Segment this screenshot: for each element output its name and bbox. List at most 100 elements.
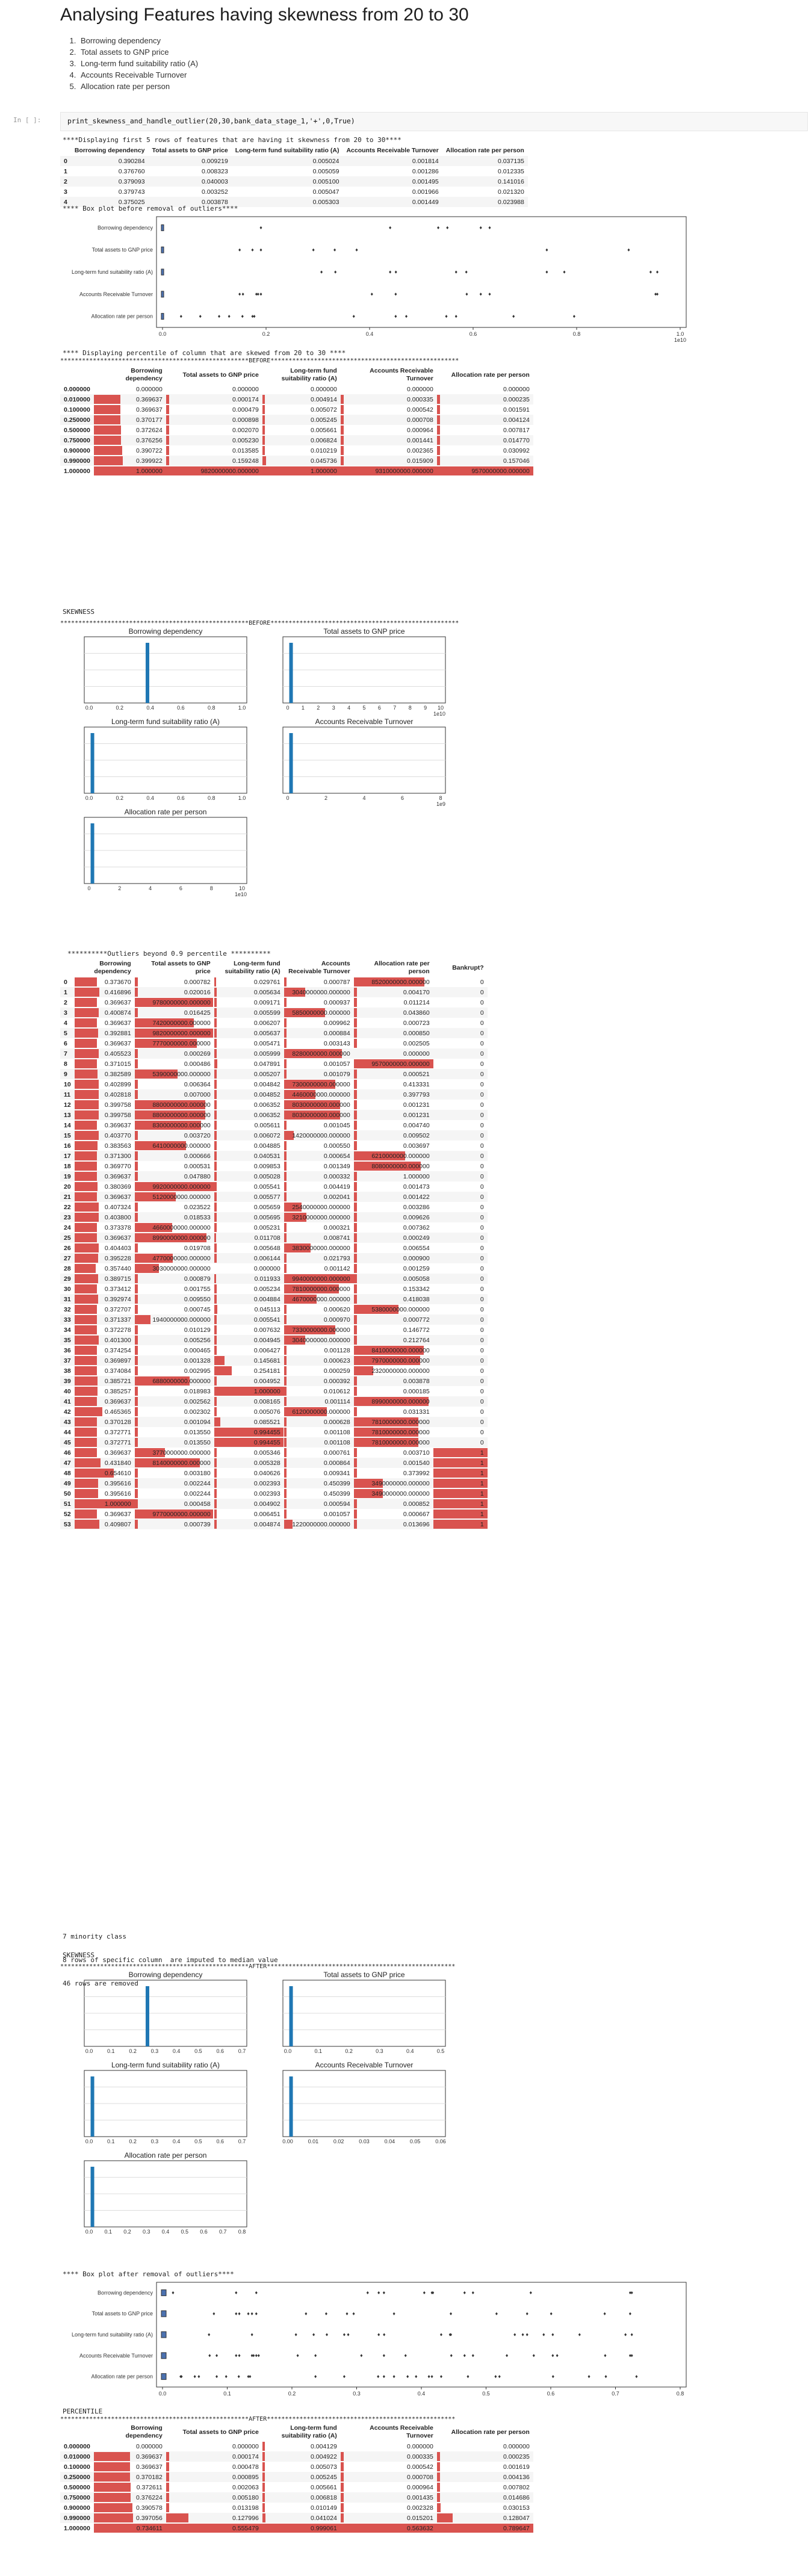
table-cell: 0.450399: [284, 1478, 354, 1488]
cell-bar: [74, 1100, 99, 1109]
row-index: 2: [60, 176, 71, 187]
cell-value: 0.001259: [403, 1265, 430, 1272]
cell-value: 0.372771: [104, 1438, 131, 1446]
cell-bar: [284, 1448, 287, 1457]
x-tick-label: 1.0: [677, 331, 684, 337]
x-tick-label: 0.0: [85, 705, 93, 711]
cell-bar: [93, 2483, 131, 2492]
separator-after-hist: ****************************************…: [60, 1963, 456, 1970]
table-cell: 0.001094: [134, 1417, 214, 1427]
cell-bar: [134, 1110, 205, 1119]
x-tick-label: 0.2: [129, 2138, 137, 2144]
table-cell: 0.003878: [353, 1376, 433, 1386]
cell-bar: [74, 988, 100, 997]
cell-value: 5120000000.000000: [152, 1193, 211, 1201]
cell-value: 0.004740: [403, 1121, 430, 1129]
cell-value: 0.369637: [104, 1449, 131, 1457]
y-tick-label: Borrowing dependency: [98, 2290, 153, 2296]
histogram-title: Total assets to GNP price: [323, 1971, 404, 1979]
table-cell: 1: [433, 1499, 488, 1509]
row-index: 36: [60, 1345, 75, 1355]
cell-value: 0.047891: [253, 1060, 280, 1068]
x-tick-label: 1: [302, 705, 305, 711]
table-cell: 0.001966: [342, 187, 442, 197]
cell-value: 0.990000: [64, 2514, 90, 2522]
cell-value: 0.013585: [232, 447, 259, 454]
cell-bar: [134, 1243, 138, 1252]
cell-bar: [353, 1469, 357, 1478]
table-row: 28 0.357440 3030000000.000000 0.000000 0.001…: [60, 1263, 488, 1274]
x-tick-label: 0.00: [282, 2138, 293, 2144]
cell-bar: [134, 1151, 138, 1160]
row-index: 9: [60, 1069, 75, 1079]
cell-bar: [353, 998, 357, 1007]
outlier-point: [325, 2333, 328, 2336]
code-text[interactable]: print_skewness_and_handle_outlier(20,30,…: [67, 117, 355, 125]
cell-bar: [353, 1213, 357, 1222]
cell-bar: [284, 1192, 287, 1201]
cell-bar: [74, 1520, 99, 1529]
cell-value: 0.000000: [64, 385, 90, 393]
col-header: Accounts Receivable Turnover: [370, 2424, 433, 2439]
table-cell: 0.008741: [284, 1233, 354, 1243]
cell-bar: [134, 1203, 138, 1212]
cell-value: 0.000479: [232, 406, 259, 413]
x-tick-label: 0.01: [308, 2138, 319, 2144]
cell-value: 0.397056: [136, 2514, 163, 2522]
table-cell: 0.005207: [214, 1069, 284, 1079]
cell-value: 37: [64, 1357, 71, 1364]
cell-bar: [436, 395, 440, 404]
cell-bar: [134, 1254, 173, 1263]
histogram-bar: [90, 2076, 95, 2137]
table-cell: 0.390578: [93, 2503, 166, 2513]
cell-value: 0.002070: [232, 426, 259, 434]
cell-value: 3490000000.000000: [371, 1479, 430, 1487]
table-row: 1.000000 1.000000 9820000000.000000 1.00000…: [60, 466, 533, 476]
table-cell: 0.369637: [93, 394, 166, 404]
table-cell: 1420000000.000000: [284, 1130, 354, 1141]
cell-value: 0.400874: [104, 1009, 131, 1017]
outlier-point: [578, 2333, 581, 2336]
cell-value: 0.023522: [184, 1203, 211, 1211]
table-cell: 0: [433, 1110, 488, 1120]
cell-bar: [340, 446, 344, 455]
table-cell: 0.001259: [353, 1263, 433, 1274]
table-cell: 0: [433, 1100, 488, 1110]
table-cell: 0: [433, 1141, 488, 1151]
outlier-point: [628, 2312, 631, 2315]
cell-bar: [353, 977, 425, 986]
cell-bar: [74, 1110, 99, 1119]
cell-value: 0.370177: [136, 416, 163, 424]
cell-bar: [214, 1284, 217, 1293]
table-cell: 0: [433, 977, 488, 987]
cell-value: 0.000321: [323, 1224, 350, 1231]
cell-value: 0.004914: [311, 395, 337, 403]
cell-value: 0.000761: [323, 1449, 350, 1457]
cell-bar: [134, 1509, 213, 1519]
y-tick-label: Allocation rate per person: [91, 314, 153, 320]
outlier-point: [521, 2333, 524, 2336]
cell-value: 0.371300: [104, 1152, 131, 1160]
cell-value: 0.001435: [407, 2494, 433, 2501]
cell-value: 0.250000: [64, 2473, 90, 2481]
code-cell[interactable]: [60, 112, 808, 131]
cell-value: 0.005611: [254, 1121, 280, 1129]
cell-value: 0.005346: [253, 1449, 280, 1457]
table-cell: 0.005661: [262, 425, 341, 435]
cell-value: 7970000000.000000: [371, 1357, 430, 1364]
row-index: 40: [60, 1386, 75, 1396]
table-cell: 0.390284: [70, 156, 149, 166]
cell-bar: [214, 1397, 217, 1406]
cell-value: 0.005303: [312, 198, 339, 206]
cell-value: 0.000259: [323, 1367, 350, 1375]
table-cell: 0.003143: [284, 1038, 354, 1048]
box: [161, 268, 164, 276]
cell-value: 9820000000.000000: [152, 1029, 211, 1037]
x-tick-label: 8: [439, 795, 442, 801]
cell-value: 0.012335: [498, 167, 524, 175]
outlier-point: [479, 293, 482, 296]
table-cell: 0.005471: [214, 1038, 284, 1048]
table-cell: 0.383563: [74, 1141, 135, 1151]
table-cell: 0.001114: [284, 1396, 354, 1407]
outlier-point: [250, 2312, 253, 2315]
